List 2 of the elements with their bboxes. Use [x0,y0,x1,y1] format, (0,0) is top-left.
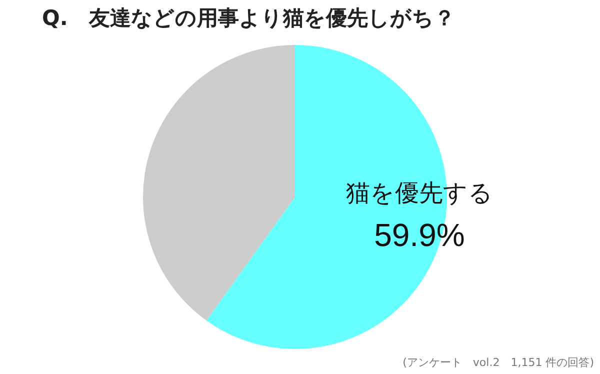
text: (アンケート vol.2 1,151 件の回答) [402,355,594,370]
chart-title: Q. 友達などの用事より猫を優先しがち？ [42,5,455,32]
